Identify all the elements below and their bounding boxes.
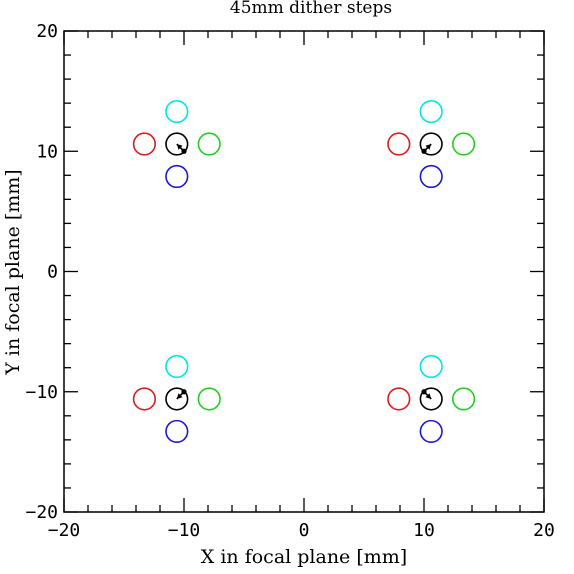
plot-frame: [63, 30, 545, 513]
dither-arrow-origin-dot: [181, 389, 187, 395]
x-tick-label: −10: [168, 520, 201, 541]
dither-circle: [452, 132, 476, 156]
y-tick-label: 10: [36, 141, 58, 162]
dither-arrow-origin-dot: [421, 389, 427, 395]
y-axis-label: Y in focal plane [mm]: [2, 169, 24, 375]
axis-tick-labels: −20 −10 0 10 20 −20 −10 0 10 20: [25, 21, 554, 541]
dither-circle: [165, 132, 189, 156]
dither-group: [387, 354, 476, 444]
dither-group: [132, 99, 221, 189]
dither-circle: [132, 387, 156, 411]
y-tick-label: −20: [25, 502, 58, 523]
dither-arrowhead: [425, 393, 432, 399]
dither-circle: [387, 132, 411, 156]
dither-circle: [419, 387, 443, 411]
dither-circle: [165, 354, 189, 379]
y-tick-label: 20: [36, 21, 58, 42]
dither-arrow-origin-dot: [181, 148, 187, 154]
dither-circle: [165, 419, 189, 444]
chart-title: 45mm dither steps: [230, 0, 392, 18]
dither-circle: [132, 132, 156, 156]
x-axis-label: X in focal plane [mm]: [201, 546, 407, 568]
x-tick-label: 0: [299, 520, 310, 541]
x-tick-label: 20: [533, 520, 555, 541]
dither-circle: [419, 99, 443, 124]
dither-arrowhead: [425, 144, 432, 150]
dither-group: [132, 354, 221, 444]
dither-circle: [165, 387, 189, 411]
dither-circle: [419, 354, 443, 379]
axis-ticks: [63, 30, 545, 513]
dither-arrowhead: [176, 393, 183, 399]
dither-circle: [419, 132, 443, 156]
dither-circle: [197, 132, 221, 156]
dither-circle: [165, 164, 189, 189]
dither-circle: [452, 387, 476, 411]
dither-group: [387, 99, 476, 189]
dither-markers: [132, 99, 476, 444]
dither-circle: [419, 419, 443, 444]
dither-circle: [419, 164, 443, 189]
dither-circle: [165, 99, 189, 124]
x-tick-label: −20: [48, 520, 81, 541]
y-tick-label: 0: [47, 262, 58, 283]
dither-circle: [197, 387, 221, 411]
y-tick-label: −10: [25, 382, 58, 403]
dither-arrow-origin-dot: [421, 148, 427, 154]
dither-arrowhead: [176, 144, 183, 150]
dither-circle: [387, 387, 411, 411]
x-tick-label: 10: [413, 520, 435, 541]
